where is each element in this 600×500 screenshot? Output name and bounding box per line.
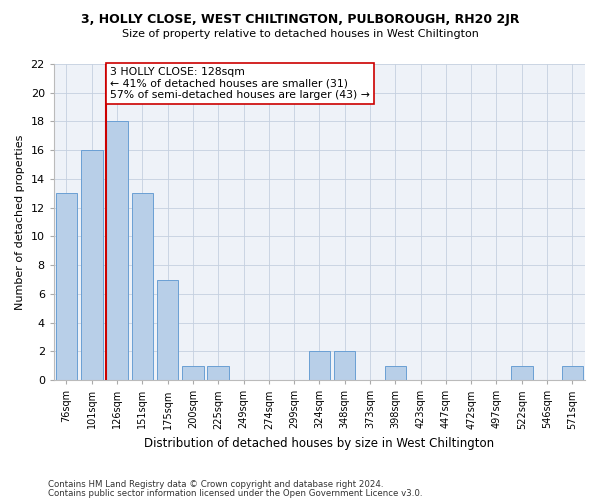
Text: 3 HOLLY CLOSE: 128sqm
← 41% of detached houses are smaller (31)
57% of semi-deta: 3 HOLLY CLOSE: 128sqm ← 41% of detached … bbox=[110, 67, 370, 100]
Bar bbox=[182, 366, 203, 380]
Y-axis label: Number of detached properties: Number of detached properties bbox=[15, 134, 25, 310]
Bar bbox=[131, 194, 153, 380]
Text: Contains public sector information licensed under the Open Government Licence v3: Contains public sector information licen… bbox=[48, 488, 422, 498]
Bar bbox=[56, 194, 77, 380]
Text: 3, HOLLY CLOSE, WEST CHILTINGTON, PULBOROUGH, RH20 2JR: 3, HOLLY CLOSE, WEST CHILTINGTON, PULBOR… bbox=[81, 12, 519, 26]
Bar bbox=[81, 150, 103, 380]
Bar bbox=[208, 366, 229, 380]
Bar bbox=[511, 366, 533, 380]
X-axis label: Distribution of detached houses by size in West Chiltington: Distribution of detached houses by size … bbox=[145, 437, 494, 450]
Bar bbox=[308, 352, 330, 380]
Bar bbox=[385, 366, 406, 380]
Text: Size of property relative to detached houses in West Chiltington: Size of property relative to detached ho… bbox=[122, 29, 478, 39]
Bar bbox=[334, 352, 355, 380]
Bar bbox=[562, 366, 583, 380]
Text: Contains HM Land Registry data © Crown copyright and database right 2024.: Contains HM Land Registry data © Crown c… bbox=[48, 480, 383, 489]
Bar bbox=[106, 122, 128, 380]
Bar bbox=[157, 280, 178, 380]
